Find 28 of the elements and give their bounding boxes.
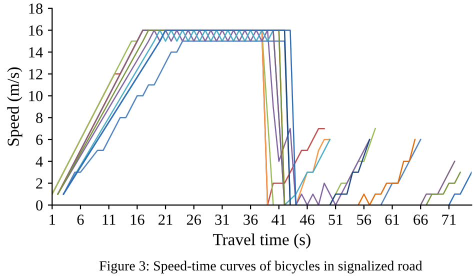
x-tick-label: 61 [385, 214, 399, 225]
y-tick-label: 2 [36, 178, 42, 189]
x-tick-label: 71 [442, 214, 456, 225]
x-tick-label: 56 [357, 214, 372, 225]
x-tick-label: 51 [328, 214, 342, 225]
x-tick-label: 11 [102, 214, 116, 225]
x-tick-label: 1 [50, 214, 56, 225]
y-tick-label: 6 [36, 134, 43, 145]
y-tick-label: 12 [29, 69, 42, 80]
y-tick-label: 14 [29, 47, 43, 58]
y-axis-title: Speed (m/s) [7, 67, 22, 146]
x-tick-label: 66 [414, 214, 428, 225]
y-tick-label: 16 [29, 25, 43, 36]
y-tick-label: 10 [29, 90, 43, 102]
y-tick-label: 0 [36, 200, 43, 211]
x-tick-label: 26 [186, 214, 202, 225]
y-tick-label: 18 [29, 4, 43, 14]
y-tick-label: 4 [36, 156, 43, 167]
y-tick-label: 8 [36, 112, 43, 124]
x-tick-label: 16 [130, 214, 144, 225]
caption: Figure 3: Speed-time curves of bicycles in signalized road [99, 260, 422, 274]
x-tick-label: 36 [244, 214, 258, 225]
x-tick-label: 41 [272, 214, 286, 225]
x-tick-label: 31 [215, 214, 229, 225]
x-tick-label: 46 [300, 214, 314, 225]
x-tick-label: 21 [158, 214, 172, 225]
x-tick-label: 6 [77, 214, 84, 225]
x-axis-title: Travel time (s) [212, 234, 310, 249]
